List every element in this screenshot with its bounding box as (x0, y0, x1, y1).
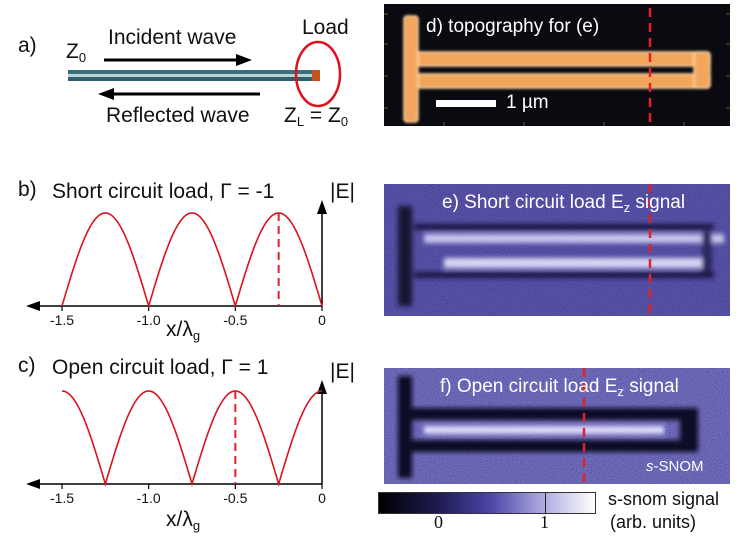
colorbar-tick-1: 1 (540, 512, 549, 532)
short-circuit-signal-map (384, 184, 730, 316)
z0-label: Z0 (66, 40, 87, 65)
panel-c-x-label: x/λg (166, 508, 201, 533)
load-element (312, 70, 320, 81)
panel-a-label: a) (18, 34, 37, 57)
panel-e-caption: e) Short circuit load Ez signal (442, 192, 686, 215)
panel-f-caption: f) Open circuit load Ez signal (440, 376, 679, 399)
reflected-wave-label: Reflected wave (106, 104, 250, 127)
load-highlight-circle (294, 40, 342, 108)
line-conductor-bottom (68, 77, 320, 81)
x-tick-label: -1.5 (49, 312, 75, 328)
colorbar-units: (arb. units) (610, 512, 697, 532)
colorbar-tick-0: 0 (434, 512, 443, 532)
scale-bar (436, 100, 496, 107)
load-label: Load (302, 16, 349, 39)
panel-b-title: Short circuit load, Γ = -1 (52, 180, 275, 203)
open-circuit-signal-map (384, 368, 730, 484)
panel-f-image: f) Open circuit load Ez signal s-SNOM (384, 368, 730, 484)
plot-b (26, 200, 327, 311)
x-axis-arrowhead (26, 301, 40, 311)
panel-b-y-label: |E| (330, 180, 355, 203)
panel-e-image: e) Short circuit load Ez signal (384, 184, 730, 316)
panel-d-caption: d) topography for (e) (426, 16, 600, 37)
x-tick-label: -0.5 (223, 490, 248, 506)
topography-map (384, 8, 730, 126)
x-tick-label: 0 (318, 312, 326, 328)
panel-c-title: Open circuit load, Γ = 1 (52, 356, 269, 379)
colorbar-gradient (378, 492, 596, 514)
incident-wave-label: Incident wave (108, 26, 237, 49)
x-tick-label: -1.0 (136, 490, 161, 506)
plot-c (26, 380, 327, 489)
panel-d-image: d) topography for (e) 1 µm (384, 4, 730, 126)
zl-label: ZL = Z0 (284, 104, 349, 129)
line-dielectric (68, 74, 320, 77)
panel-c-label: c) (18, 354, 36, 377)
colorbar-title: s-snom signal (608, 489, 720, 509)
y-axis-arrowhead (317, 380, 327, 394)
panel-c-y-label: |E| (330, 360, 355, 383)
panel-b-label: b) (18, 178, 37, 201)
x-tick-label: -1.0 (136, 312, 161, 328)
y-axis-arrowhead (317, 200, 327, 214)
x-tick-label: 0 (318, 490, 326, 506)
x-axis-arrowhead (26, 479, 40, 489)
field-magnitude-curve (61, 390, 323, 487)
x-tick-label: -1.5 (49, 490, 75, 506)
x-tick-label: -0.5 (223, 312, 248, 328)
scale-bar-label: 1 µm (506, 92, 549, 113)
transmission-line-diagram (68, 40, 342, 108)
reflected-arrowhead (98, 88, 114, 100)
line-conductor-top (68, 70, 320, 74)
panel-b-x-label: x/λg (166, 318, 201, 343)
incident-arrowhead (236, 54, 252, 66)
snom-badge: s-SNOM (646, 458, 704, 475)
